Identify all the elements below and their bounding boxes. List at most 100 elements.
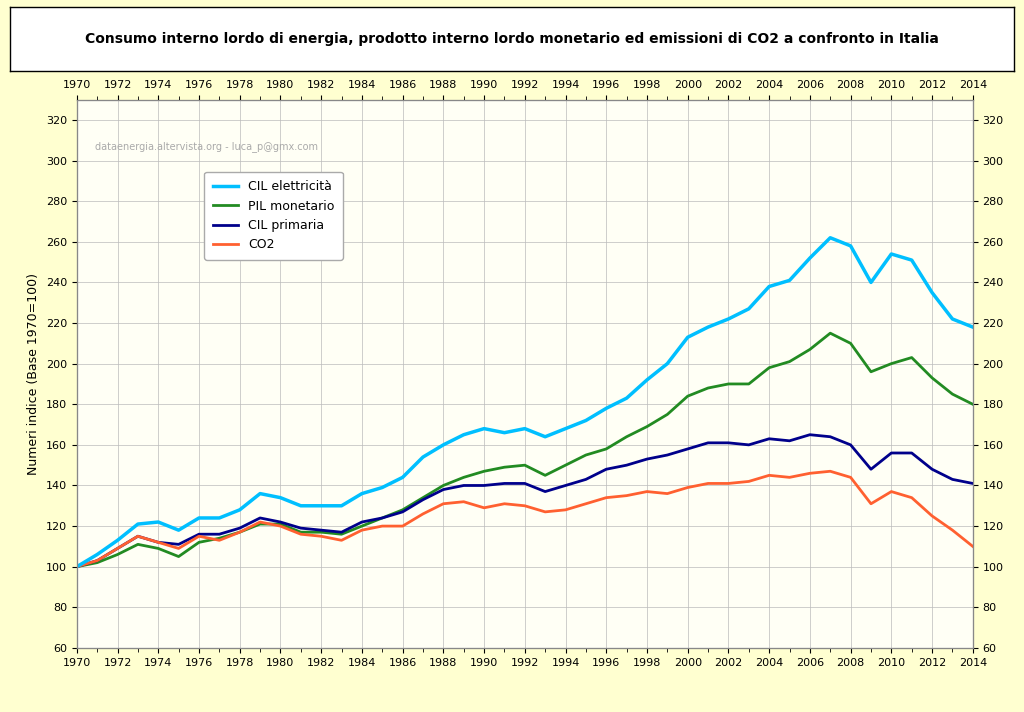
PIL monetario xyxy=(437,481,450,490)
CIL primaria xyxy=(315,526,328,535)
PIL monetario xyxy=(600,445,612,454)
CO2 xyxy=(845,473,857,481)
PIL monetario xyxy=(967,400,979,409)
PIL monetario xyxy=(539,471,551,480)
CIL elettricità xyxy=(662,360,674,368)
CO2 xyxy=(274,522,287,530)
PIL monetario xyxy=(213,534,225,543)
PIL monetario xyxy=(783,357,796,366)
CO2 xyxy=(254,518,266,526)
CIL primaria xyxy=(274,518,287,526)
PIL monetario xyxy=(478,467,490,476)
CIL elettricità xyxy=(885,250,897,258)
CO2 xyxy=(478,503,490,512)
CO2 xyxy=(295,530,307,538)
CO2 xyxy=(722,479,734,488)
CO2 xyxy=(91,556,103,565)
CIL primaria xyxy=(742,441,755,449)
CO2 xyxy=(132,532,144,540)
CO2 xyxy=(355,526,368,535)
CO2 xyxy=(905,493,918,502)
CO2 xyxy=(967,542,979,550)
PIL monetario xyxy=(722,379,734,388)
CIL primaria xyxy=(701,439,714,447)
CO2 xyxy=(417,510,429,518)
PIL monetario xyxy=(295,528,307,536)
PIL monetario xyxy=(662,410,674,419)
PIL monetario xyxy=(763,363,775,372)
CIL elettricità xyxy=(518,424,530,433)
PIL monetario xyxy=(172,553,184,561)
CO2 xyxy=(763,471,775,480)
CIL primaria xyxy=(213,530,225,538)
CO2 xyxy=(396,522,409,530)
CIL primaria xyxy=(417,496,429,504)
CIL elettricità xyxy=(824,234,837,242)
CIL elettricità xyxy=(254,489,266,498)
CO2 xyxy=(783,473,796,481)
CO2 xyxy=(580,500,592,508)
CO2 xyxy=(499,500,511,508)
CIL primaria xyxy=(172,540,184,549)
CIL primaria xyxy=(824,432,837,441)
PIL monetario xyxy=(153,544,165,553)
CIL elettricità xyxy=(315,501,328,510)
PIL monetario xyxy=(274,520,287,528)
CIL primaria xyxy=(478,481,490,490)
CIL elettricità xyxy=(600,404,612,412)
CIL elettricità xyxy=(417,453,429,461)
CIL primaria xyxy=(763,434,775,443)
CIL elettricità xyxy=(783,276,796,285)
PIL monetario xyxy=(233,528,246,536)
CIL elettricità xyxy=(458,431,470,439)
CO2 xyxy=(662,489,674,498)
CIL elettricità xyxy=(233,506,246,514)
Line: PIL monetario: PIL monetario xyxy=(77,333,973,567)
CIL primaria xyxy=(580,475,592,483)
CO2 xyxy=(621,491,633,500)
CIL elettricità xyxy=(559,424,571,433)
CO2 xyxy=(539,508,551,516)
CIL primaria xyxy=(946,475,958,483)
CIL primaria xyxy=(112,544,124,553)
CIL elettricità xyxy=(722,315,734,323)
CIL primaria xyxy=(621,461,633,469)
CIL primaria xyxy=(967,479,979,488)
Legend: CIL elettricità, PIL monetario, CIL primaria, CO2: CIL elettricità, PIL monetario, CIL prim… xyxy=(204,172,343,260)
CIL elettricità xyxy=(682,333,694,342)
CIL primaria xyxy=(233,524,246,533)
PIL monetario xyxy=(193,538,205,547)
PIL monetario xyxy=(845,339,857,347)
CO2 xyxy=(885,487,897,496)
CO2 xyxy=(71,562,83,571)
PIL monetario xyxy=(91,558,103,567)
CO2 xyxy=(518,501,530,510)
Text: Consumo interno lordo di energia, prodotto interno lordo monetario ed emissioni : Consumo interno lordo di energia, prodot… xyxy=(85,32,939,46)
PIL monetario xyxy=(396,506,409,514)
CIL primaria xyxy=(885,449,897,457)
CIL elettricità xyxy=(865,278,878,287)
CIL primaria xyxy=(71,562,83,571)
CIL primaria xyxy=(682,445,694,454)
CIL primaria xyxy=(336,528,348,536)
CIL elettricità xyxy=(376,483,388,492)
CIL elettricità xyxy=(641,376,653,384)
CO2 xyxy=(804,469,816,478)
CO2 xyxy=(824,467,837,476)
CIL primaria xyxy=(559,481,571,490)
CIL elettricità xyxy=(499,429,511,437)
CIL elettricità xyxy=(71,562,83,571)
CIL elettricità xyxy=(172,526,184,535)
CIL primaria xyxy=(254,513,266,522)
CIL elettricità xyxy=(701,323,714,331)
PIL monetario xyxy=(621,432,633,441)
CIL elettricità xyxy=(478,424,490,433)
CIL primaria xyxy=(539,487,551,496)
CIL elettricità xyxy=(193,513,205,522)
PIL monetario xyxy=(580,451,592,459)
CO2 xyxy=(112,544,124,553)
CIL elettricità xyxy=(845,241,857,250)
CIL primaria xyxy=(722,439,734,447)
CIL elettricità xyxy=(295,501,307,510)
CIL elettricità xyxy=(580,417,592,425)
